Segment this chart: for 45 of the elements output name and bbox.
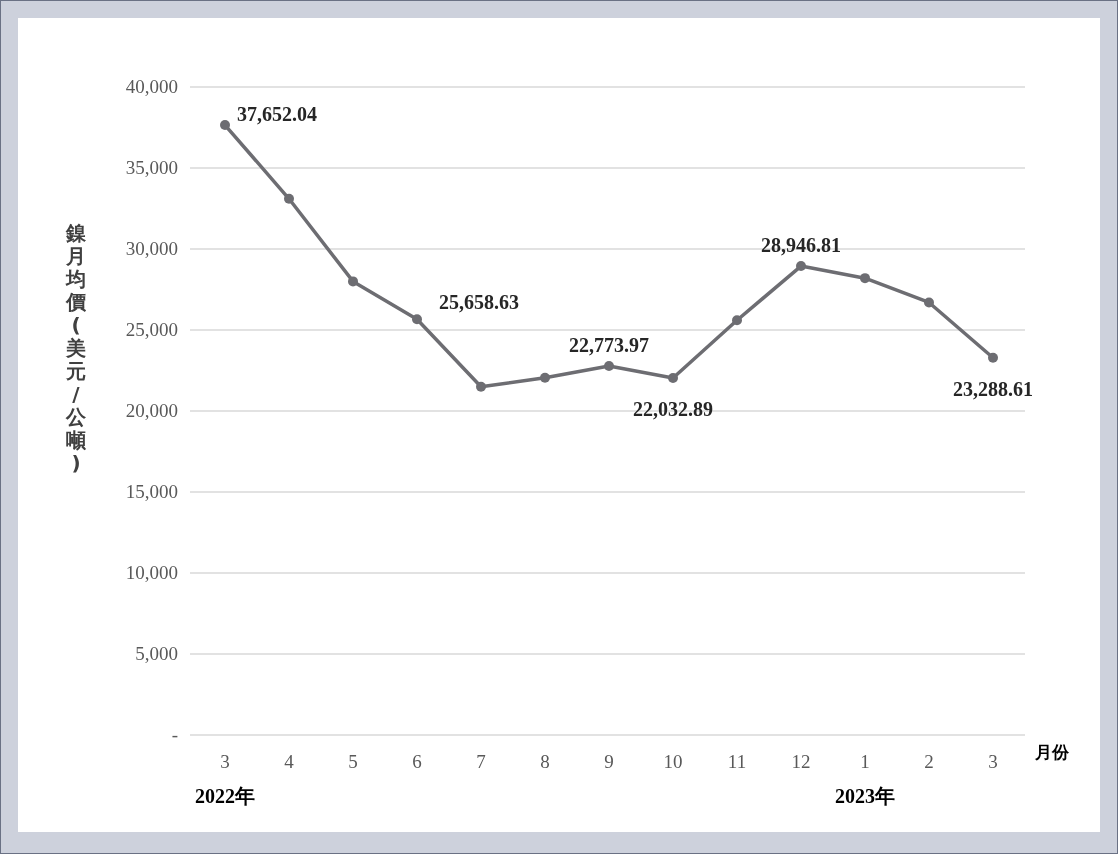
x-tick-label: 7: [476, 751, 486, 772]
point: [860, 273, 870, 284]
point: [604, 361, 614, 372]
y-tick-label: 15,000: [125, 481, 178, 502]
x-tick-label: 11: [727, 751, 747, 772]
text: 2022年: [195, 785, 255, 807]
x-tick-label: 3: [220, 751, 230, 772]
y-tick-label: 5,000: [135, 643, 178, 664]
y-tick-label: 20,000: [125, 400, 178, 421]
point: [284, 193, 294, 204]
point: [668, 373, 678, 384]
x-tick-label: 8: [540, 751, 550, 772]
y-tick-label: 30,000: [125, 238, 178, 259]
x-tick-label: 3: [988, 751, 998, 772]
data-label: 28,946.81: [761, 234, 841, 257]
x-tick-label: 10: [663, 751, 683, 772]
y-tick-label: 35,000: [125, 157, 178, 178]
x-tick-label: 9: [604, 751, 614, 772]
data-label: 23,288.61: [953, 377, 1033, 400]
data-label: 25,658.63: [439, 291, 519, 314]
x-tick-label: 6: [412, 751, 422, 772]
point: [988, 352, 998, 363]
y-tick-label: 40,000: [125, 76, 178, 97]
x-tick-label: 12: [791, 751, 811, 772]
point: [476, 381, 486, 392]
point: [412, 314, 422, 325]
y-tick-label: 25,000: [125, 319, 178, 340]
x-tick-label: 5: [348, 751, 358, 772]
data-label: 22,773.97: [569, 334, 649, 357]
x-axis-title: 月份: [1034, 742, 1070, 762]
point: [348, 276, 358, 287]
point: [796, 261, 806, 272]
point: [220, 120, 230, 131]
x-tick-label: 2: [924, 751, 934, 772]
point: [732, 315, 742, 326]
point: [540, 372, 550, 383]
text: 鎳月均價(美元/公噸): [66, 221, 86, 475]
data-label: 22,032.89: [633, 398, 713, 421]
y-tick-label: -: [171, 724, 178, 745]
text: 2023年: [835, 785, 895, 807]
data-label: 37,652.04: [237, 103, 317, 126]
y-tick-label: 10,000: [125, 562, 178, 583]
point: [924, 297, 934, 308]
x-tick-label: 4: [284, 751, 295, 772]
x-tick-label: 1: [860, 751, 870, 772]
